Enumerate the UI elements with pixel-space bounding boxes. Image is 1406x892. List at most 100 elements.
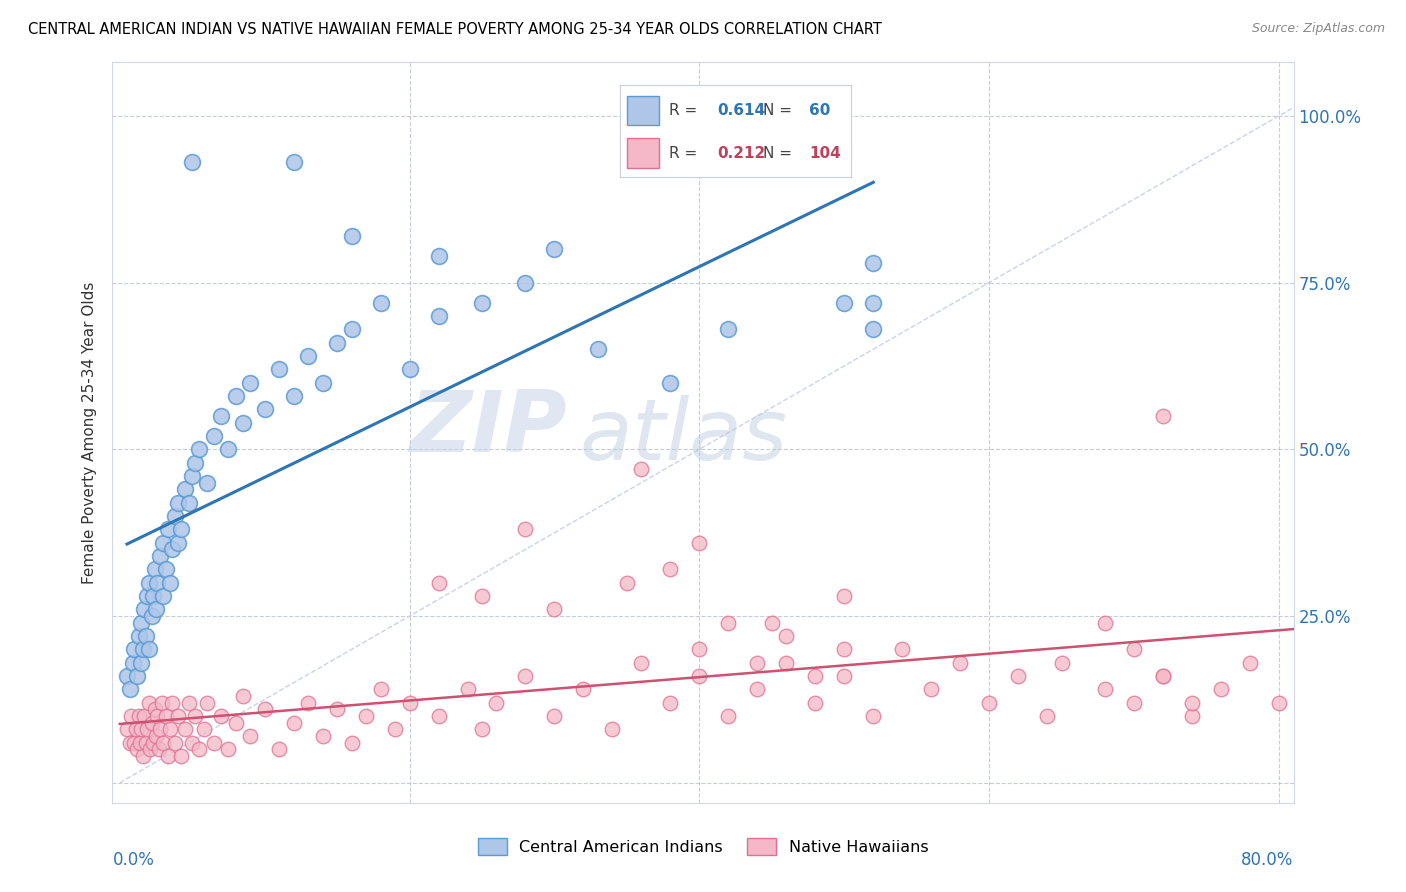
Point bbox=[949, 656, 972, 670]
Point bbox=[427, 575, 450, 590]
Point bbox=[1050, 656, 1073, 670]
Point bbox=[1007, 669, 1029, 683]
Point bbox=[152, 736, 174, 750]
Point bbox=[1094, 682, 1116, 697]
Point bbox=[1152, 409, 1174, 423]
Point bbox=[152, 589, 174, 603]
Point bbox=[427, 709, 450, 723]
Point bbox=[181, 736, 204, 750]
Point bbox=[471, 723, 494, 737]
Point bbox=[174, 483, 197, 497]
Point bbox=[1181, 709, 1204, 723]
Point bbox=[283, 715, 305, 730]
Point bbox=[659, 696, 682, 710]
Point bbox=[131, 656, 153, 670]
Point bbox=[283, 155, 305, 169]
Point bbox=[832, 589, 855, 603]
Point bbox=[543, 709, 565, 723]
Point bbox=[179, 696, 201, 710]
Point bbox=[146, 709, 169, 723]
Point bbox=[543, 242, 565, 256]
Point bbox=[602, 723, 624, 737]
Y-axis label: Female Poverty Among 25-34 Year Olds: Female Poverty Among 25-34 Year Olds bbox=[82, 282, 97, 583]
Point bbox=[232, 416, 254, 430]
Point bbox=[862, 295, 884, 310]
Point bbox=[269, 742, 291, 756]
Point bbox=[179, 496, 201, 510]
Point bbox=[717, 322, 740, 336]
Point bbox=[121, 656, 143, 670]
Point bbox=[804, 669, 827, 683]
Point bbox=[1123, 642, 1146, 657]
Point bbox=[398, 362, 420, 376]
Point bbox=[340, 736, 363, 750]
Point bbox=[1094, 615, 1116, 630]
Point bbox=[747, 656, 769, 670]
Point bbox=[659, 376, 682, 390]
Point bbox=[174, 723, 197, 737]
Point bbox=[148, 742, 170, 756]
Point bbox=[340, 228, 363, 243]
Point bbox=[132, 749, 155, 764]
Point bbox=[891, 642, 914, 657]
Point bbox=[131, 723, 153, 737]
Point bbox=[156, 749, 179, 764]
Point bbox=[141, 609, 163, 624]
Point bbox=[209, 409, 232, 423]
Point bbox=[152, 535, 174, 549]
Point bbox=[159, 723, 181, 737]
Point bbox=[184, 456, 207, 470]
Point bbox=[118, 736, 141, 750]
Text: ZIP: ZIP bbox=[409, 387, 567, 470]
Point bbox=[141, 715, 163, 730]
Point bbox=[398, 696, 420, 710]
Point bbox=[832, 642, 855, 657]
Point bbox=[142, 589, 165, 603]
Point bbox=[134, 709, 156, 723]
Point bbox=[775, 656, 797, 670]
Point bbox=[979, 696, 1001, 710]
Point bbox=[384, 723, 406, 737]
Text: atlas: atlas bbox=[579, 395, 787, 478]
Point bbox=[166, 535, 188, 549]
Point bbox=[297, 349, 319, 363]
Point bbox=[1239, 656, 1261, 670]
Point bbox=[142, 736, 165, 750]
Point bbox=[747, 682, 769, 697]
Point bbox=[131, 615, 153, 630]
Point bbox=[138, 575, 160, 590]
Point bbox=[515, 669, 537, 683]
Point bbox=[515, 522, 537, 536]
Point bbox=[138, 696, 160, 710]
Point bbox=[156, 522, 179, 536]
Point bbox=[166, 709, 188, 723]
Point bbox=[115, 669, 138, 683]
Point bbox=[122, 642, 145, 657]
Point bbox=[209, 709, 232, 723]
Point bbox=[150, 696, 173, 710]
Point bbox=[688, 669, 710, 683]
Point bbox=[181, 469, 204, 483]
Point bbox=[311, 376, 333, 390]
Point bbox=[188, 442, 211, 457]
Point bbox=[1152, 669, 1174, 683]
Point bbox=[145, 729, 167, 743]
Point bbox=[146, 575, 169, 590]
Point bbox=[471, 295, 494, 310]
Point bbox=[717, 615, 740, 630]
Point bbox=[761, 615, 783, 630]
Point bbox=[717, 709, 740, 723]
Point bbox=[1209, 682, 1232, 697]
Point bbox=[370, 682, 392, 697]
Point bbox=[115, 723, 138, 737]
Point bbox=[630, 462, 652, 476]
Point bbox=[862, 255, 884, 269]
Point bbox=[122, 736, 145, 750]
Point bbox=[149, 549, 172, 563]
Point bbox=[136, 723, 159, 737]
Point bbox=[862, 709, 884, 723]
Point bbox=[155, 562, 177, 576]
Point bbox=[253, 702, 276, 716]
Point bbox=[225, 389, 247, 403]
Point bbox=[184, 709, 207, 723]
